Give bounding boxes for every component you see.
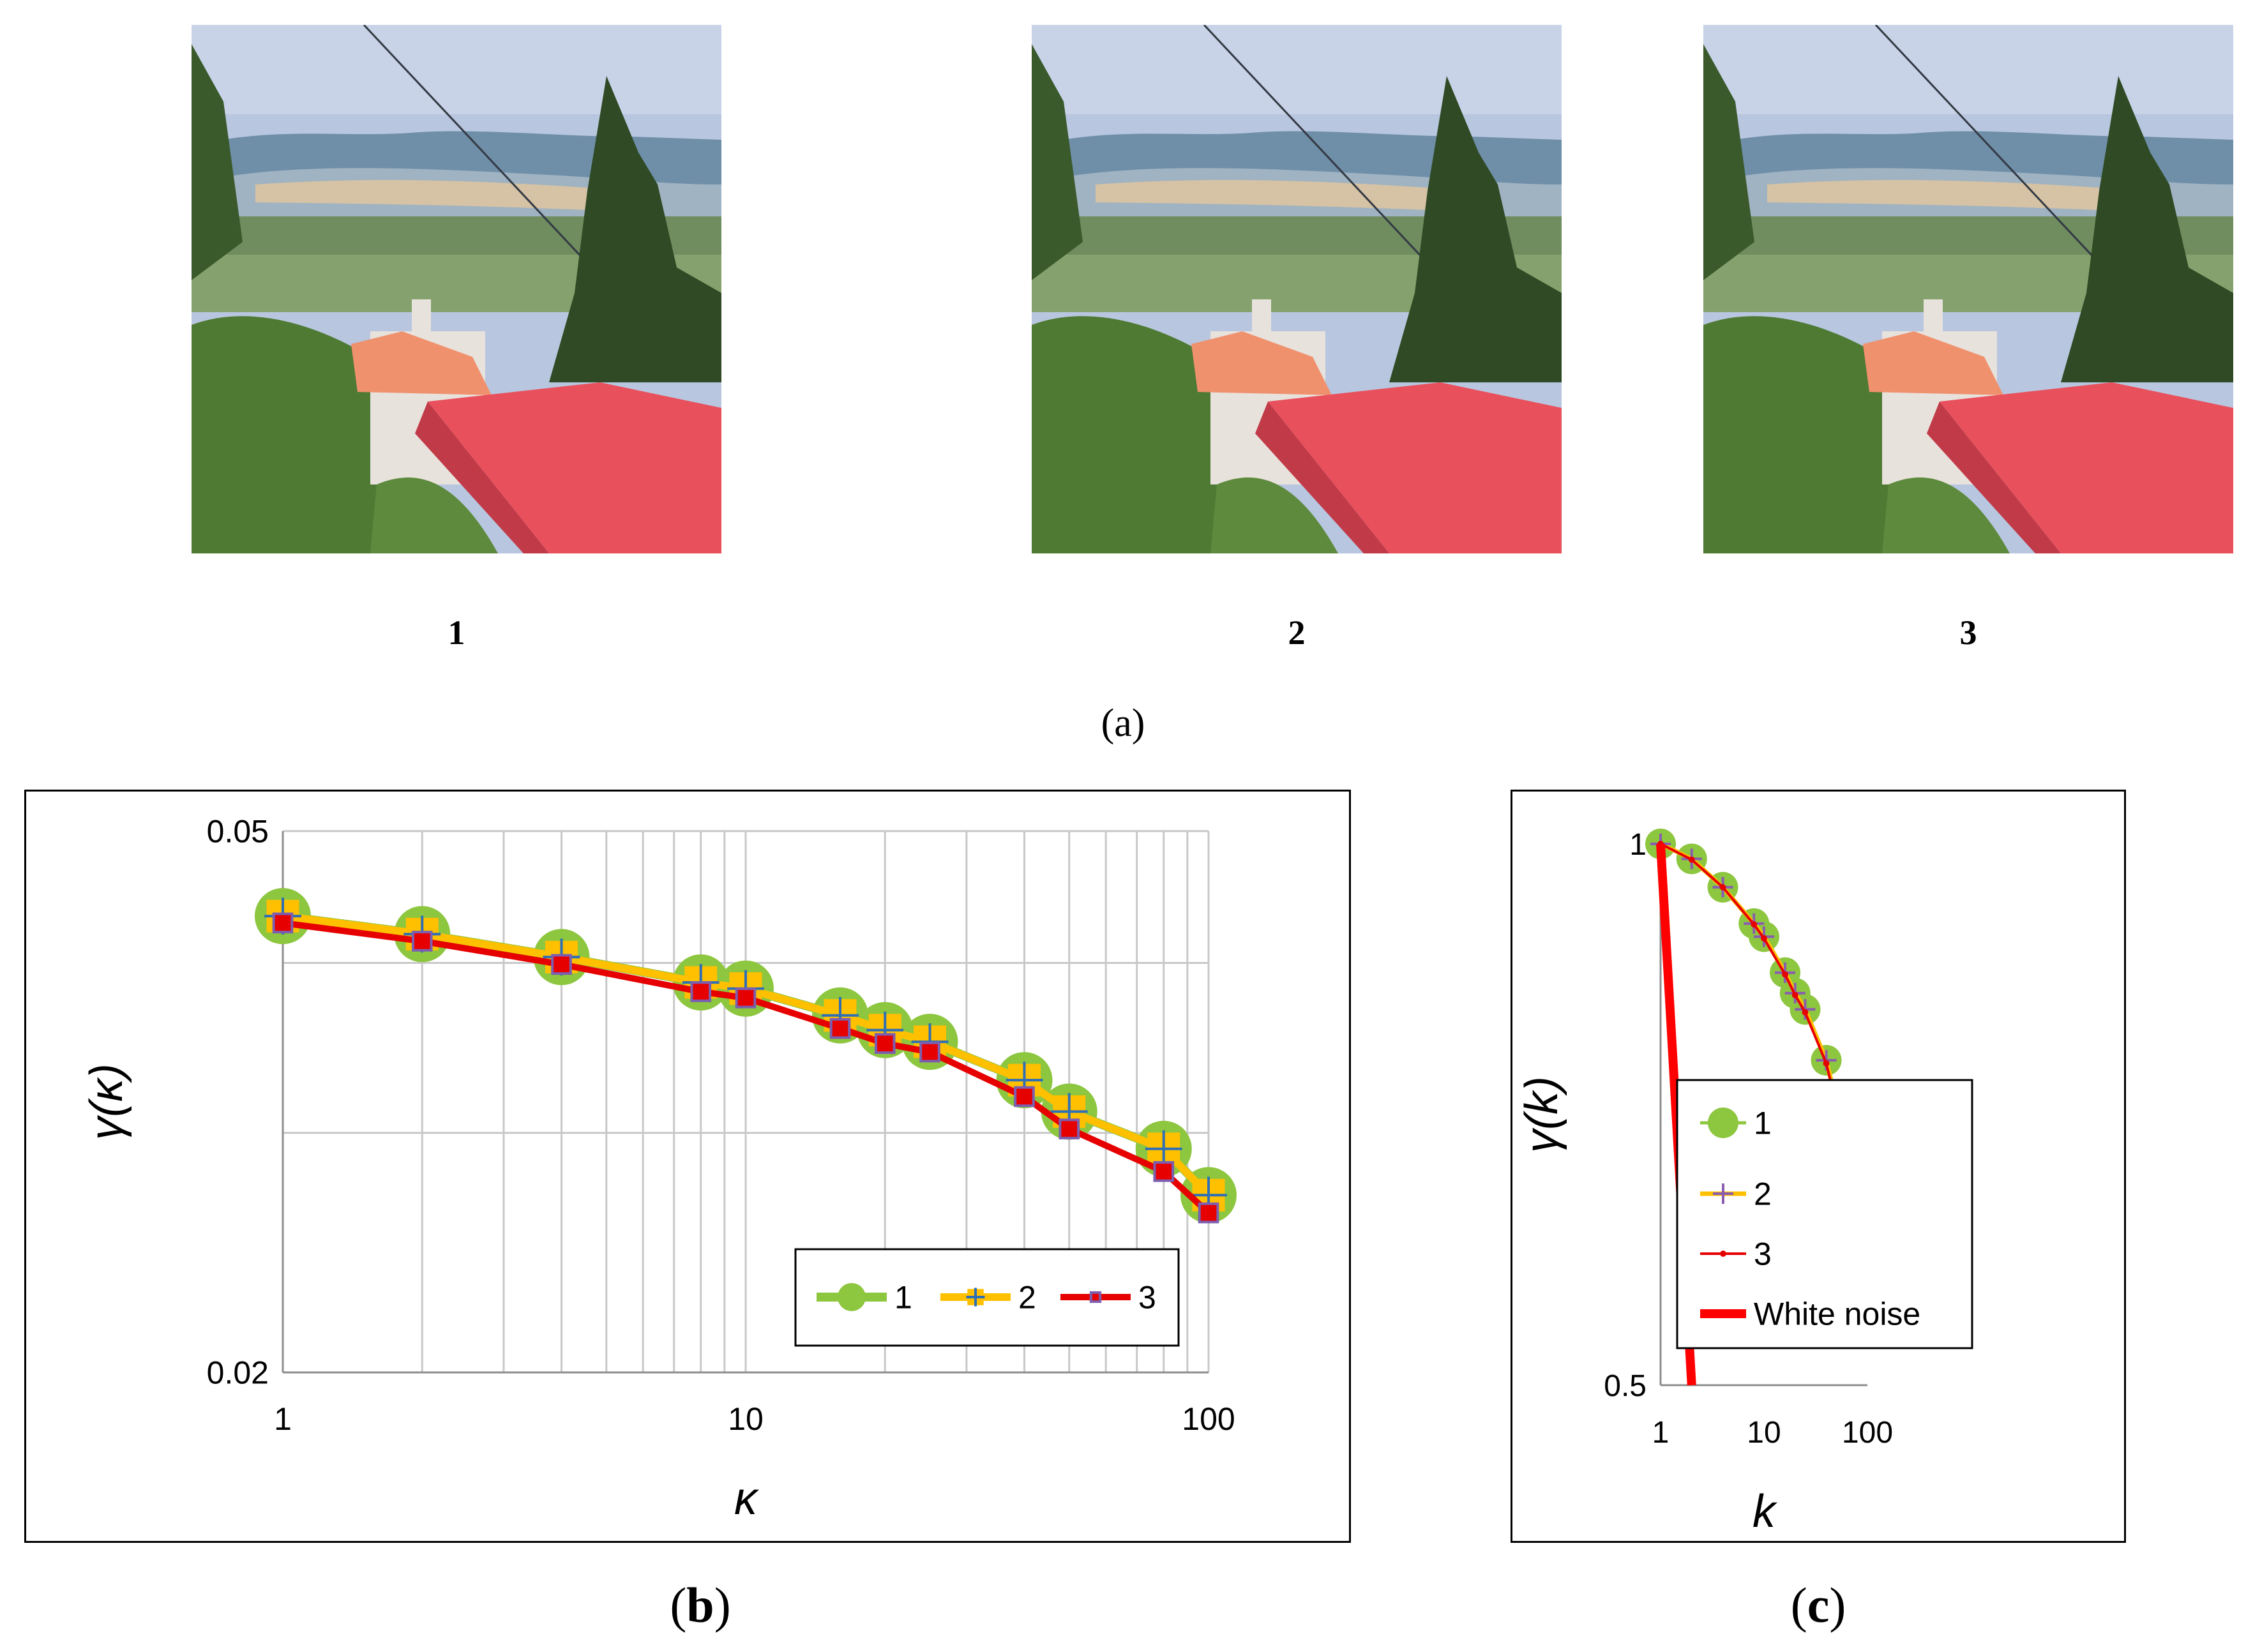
chart-c-x-tick-label: 10 (1747, 1416, 1781, 1450)
caption-c: (c) (1790, 1577, 1846, 1633)
chart-c-x-tick-label: 100 (1842, 1416, 1893, 1450)
chart-b-series-3-point-11 (1153, 1161, 1175, 1182)
chart-c-series-3-point-2 (1688, 856, 1695, 863)
chart-c-x-axis-label: k (1752, 1486, 1778, 1537)
chart-c-legend-label-4: White noise (1754, 1296, 1920, 1332)
chart-c-x-tick-label: 1 (1652, 1416, 1669, 1450)
chart-b-legend: 1 2 3 (794, 1248, 1180, 1347)
chart-c-legend-label-2: 2 (1754, 1176, 1772, 1212)
chart-b-legend-marker-1 (838, 1283, 866, 1311)
chart-b-series-3-point-12 (1198, 1202, 1219, 1224)
chart-b-x-axis-label: κ (734, 1473, 760, 1524)
chart-b-series-3-point-4 (690, 981, 712, 1002)
landscape-image-2 (1032, 25, 1562, 553)
chart-b-series-2 (264, 897, 1227, 1214)
chart-b-series-3-point-10 (1059, 1118, 1080, 1139)
chart-b-series-3-point-9 (1014, 1086, 1035, 1108)
chart-b-y-tick-label: 0.02 (207, 1355, 269, 1391)
chart-c-y-tick-label: 1 (1629, 828, 1647, 862)
chart-c-legend-label-3: 3 (1754, 1236, 1772, 1272)
chart-b-series-3-point-8 (919, 1041, 940, 1063)
chart-b-y-axis-label: γ(κ) (81, 1063, 132, 1140)
chart-b-legend-marker-3 (1089, 1291, 1102, 1303)
photo-2-label: 2 (1288, 613, 1306, 652)
chart-b-series-3-point-1 (272, 912, 294, 934)
chart-c-series-3-point-4 (1751, 921, 1758, 928)
chart-c-series-3-point-3 (1719, 884, 1726, 890)
chart-b-y-tick-label: 0.05 (207, 814, 269, 850)
caption-c-letter: c (1807, 1577, 1830, 1633)
chart-b-x-tick-label: 1 (274, 1401, 292, 1437)
caption-b-letter: b (686, 1577, 714, 1633)
chart-b-legend-label-2: 2 (1018, 1280, 1036, 1316)
chart-c-legend-marker-1 (1708, 1108, 1738, 1138)
chart-c-series-3-point-8 (1802, 1009, 1809, 1016)
chart-b-frame: 1 10 100 0.02 0.05 κ γ(κ) 1 2 3 (24, 790, 1351, 1543)
chart-c-y-axis-label: γ(k) (1516, 1076, 1567, 1153)
chart-c-series-3-point-7 (1791, 991, 1798, 998)
chart-b: 1 10 100 0.02 0.05 κ γ(κ) 1 2 3 (81, 814, 1237, 1524)
photo-1-label: 1 (448, 613, 465, 652)
chart-c-legend-label-1: 1 (1754, 1106, 1772, 1141)
chart-c-y-tick-label: 0.5 (1604, 1369, 1647, 1403)
photo-3 (1703, 25, 2233, 553)
chart-b-series-3-line (282, 919, 1211, 1215)
chart-b-x-tick-label: 100 (1182, 1401, 1235, 1437)
chart-c-frame: 1 10 100 0.5 1 k γ(k) 1 2 3 White noise (1511, 790, 2126, 1543)
photo-2 (1032, 25, 1562, 553)
chart-b-legend-label-3: 3 (1138, 1280, 1156, 1316)
chart-b-legend-marker-2-cross (966, 1288, 985, 1307)
chart-b-legend-label-1: 1 (894, 1280, 912, 1316)
chart-b-series-3-point-6 (829, 1017, 851, 1039)
chart-b-x-tick-label: 10 (728, 1401, 764, 1437)
chart-c-legend-marker-3 (1720, 1250, 1726, 1257)
chart-c-legend-marker-2 (1713, 1183, 1733, 1204)
chart-c-series-3-point-6 (1782, 971, 1788, 978)
chart-b-series-3-point-7 (874, 1033, 896, 1055)
chart-c-legend: 1 2 3 White noise (1676, 1079, 1973, 1349)
chart-c-series-3-point-9 (1823, 1060, 1830, 1067)
caption-b: (b) (670, 1577, 731, 1633)
landscape-image-3 (1703, 25, 2233, 553)
chart-b-series-3-point-5 (735, 987, 757, 1009)
landscape-image-1 (192, 25, 721, 553)
caption-a-letter: a (1114, 702, 1132, 745)
photo-1 (192, 25, 721, 553)
photo-3-label: 3 (1959, 613, 1977, 652)
caption-a: (a) (1101, 702, 1145, 745)
chart-b-series-3-point-2 (411, 931, 433, 952)
chart-b-series-3 (272, 912, 1219, 1224)
chart-b-series-3-point-3 (551, 954, 572, 975)
chart-c-series-3-point-5 (1761, 935, 1767, 942)
